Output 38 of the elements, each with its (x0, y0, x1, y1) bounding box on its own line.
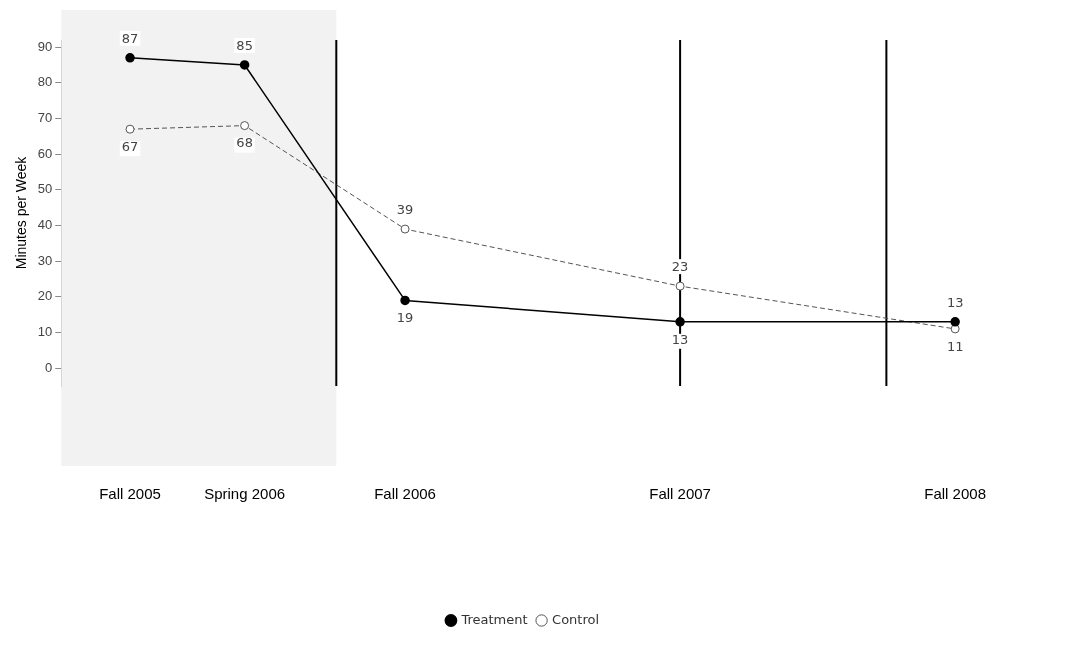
y-tick-label: 0 (45, 359, 53, 375)
legend-label: Control (552, 611, 600, 627)
legend-label: Treatment (460, 611, 528, 627)
y-tick-label: 10 (37, 324, 53, 340)
y-tick-label: 50 (37, 181, 53, 197)
data-label: 39 (396, 201, 414, 217)
data-label: 67 (121, 139, 139, 155)
point (240, 121, 250, 131)
point (950, 324, 960, 334)
point (675, 317, 685, 327)
point (125, 124, 135, 134)
y-tick-label: 70 (37, 110, 53, 126)
y-tick-label: 40 (37, 217, 53, 233)
data-label: 87 (121, 30, 139, 46)
y-tick-label: 60 (37, 145, 53, 161)
x-tick-label: Fall 2006 (374, 485, 436, 503)
y-tick-label: 80 (37, 74, 53, 90)
data-label: 11 (946, 338, 964, 354)
x-tick-label: Fall 2005 (99, 485, 161, 503)
data-label: 19 (396, 310, 414, 326)
x-tick-label: Fall 2007 (649, 485, 711, 503)
y-tick-label: 30 (37, 252, 53, 268)
point (125, 53, 135, 63)
point (400, 295, 410, 306)
data-label: 68 (236, 135, 253, 151)
point (950, 317, 960, 327)
point (675, 281, 685, 291)
point (239, 60, 250, 70)
data-label: 23 (671, 259, 689, 274)
data-label: 13 (946, 294, 964, 310)
data-label: 13 (671, 331, 689, 347)
x-tick-label: Spring 2006 (204, 485, 286, 503)
point (400, 224, 410, 234)
y-axis-title: Minutes per Week (13, 155, 30, 270)
data-label: 85 (236, 37, 253, 53)
y-tick-label: 20 (37, 288, 53, 304)
y-tick-label: 90 (37, 38, 53, 54)
x-tick-label: Fall 2008 (924, 485, 987, 503)
